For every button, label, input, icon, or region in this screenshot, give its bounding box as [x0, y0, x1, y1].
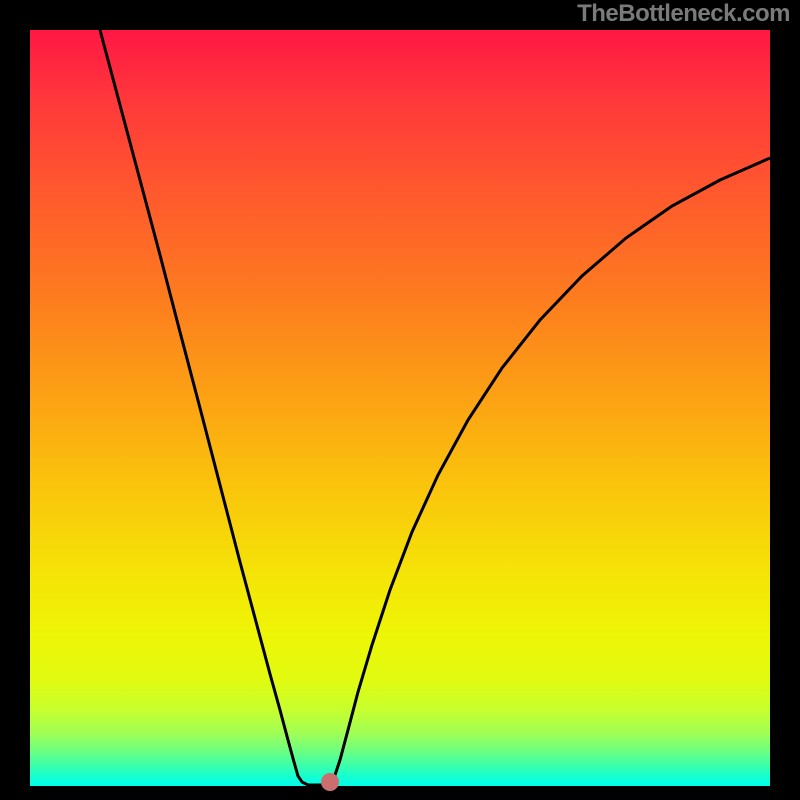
- background-gradient: [30, 30, 770, 786]
- min-point-marker: [321, 773, 339, 791]
- chart-container: TheBottleneck.com: [0, 0, 800, 800]
- plot-area: [30, 30, 770, 786]
- watermark-text: TheBottleneck.com: [577, 0, 790, 28]
